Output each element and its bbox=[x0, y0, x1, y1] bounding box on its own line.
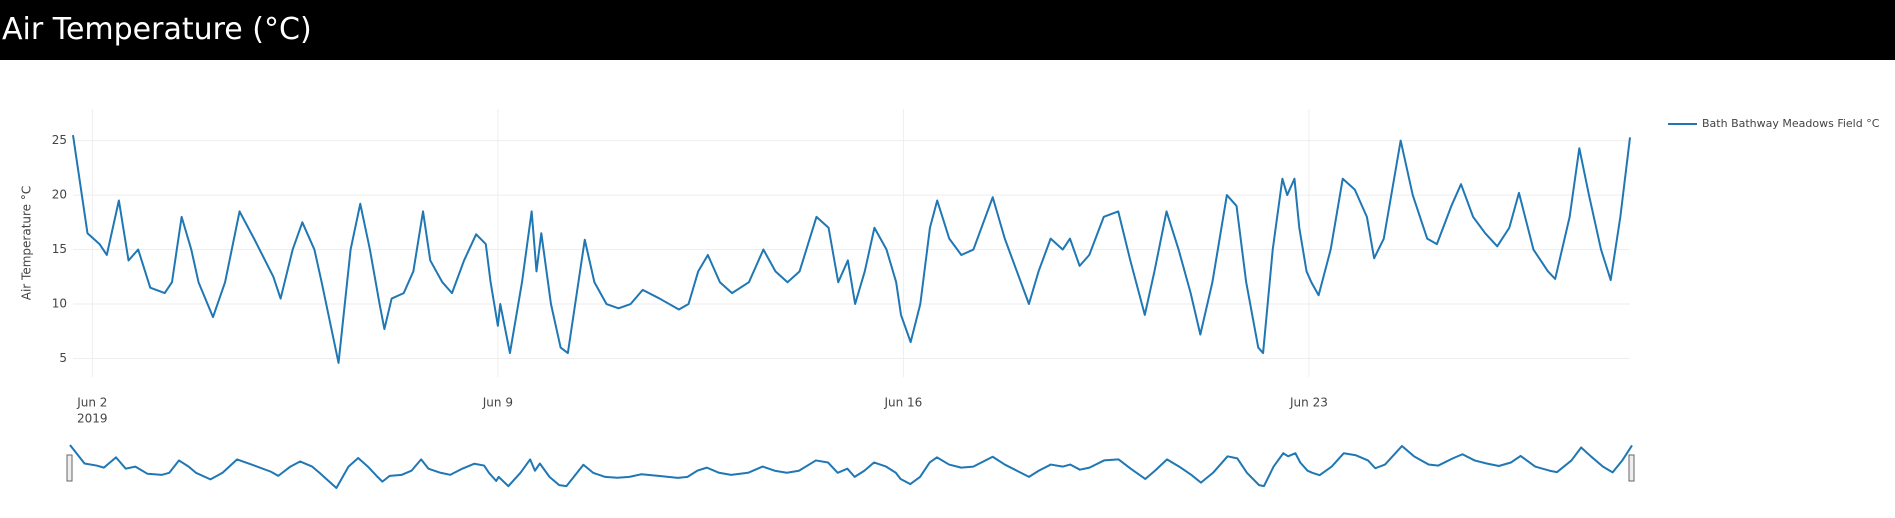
x-tick-year: 2019 bbox=[77, 412, 108, 426]
x-tick-label: Jun 16 bbox=[883, 396, 922, 410]
header-title: Air Temperature (°C) bbox=[2, 12, 312, 47]
x-tick-label: Jun 2 bbox=[76, 396, 107, 410]
data-line bbox=[72, 135, 1631, 364]
x-tick-label: Jun 9 bbox=[482, 396, 513, 410]
y-tick-label: 25 bbox=[52, 133, 67, 147]
range-slider-bg bbox=[69, 440, 1633, 493]
legend-label: Bath Bathway Meadows Field °C bbox=[1702, 117, 1880, 130]
y-tick-label: 15 bbox=[52, 242, 67, 256]
x-tick-label: Jun 23 bbox=[1289, 396, 1328, 410]
y-tick-label: 10 bbox=[52, 297, 67, 311]
chart: 5 10 15 20 25 Jun 2 2019 Jun 9 Jun 16 Jun 23 Air T… bbox=[20, 109, 1880, 493]
y-tick-label: 20 bbox=[52, 188, 67, 202]
y-axis-title: Air Temperature °C bbox=[20, 186, 34, 301]
range-slider-handle[interactable] bbox=[66, 454, 73, 482]
y-tick-label: 5 bbox=[59, 351, 67, 365]
range-slider-line bbox=[69, 444, 1633, 489]
range-slider-handle[interactable] bbox=[1628, 454, 1635, 482]
header: Air Temperature (°C) bbox=[0, 0, 1895, 60]
